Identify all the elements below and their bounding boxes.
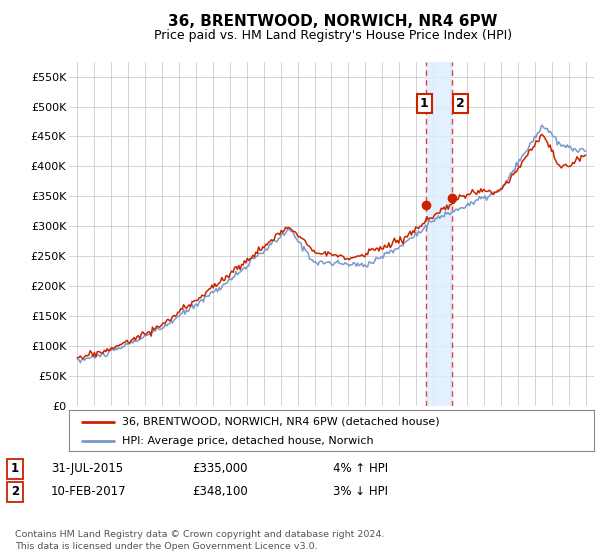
Text: 1: 1: [11, 462, 19, 475]
Text: Contains HM Land Registry data © Crown copyright and database right 2024.
This d: Contains HM Land Registry data © Crown c…: [15, 530, 385, 551]
Text: 31-JUL-2015: 31-JUL-2015: [51, 462, 123, 475]
Text: 2: 2: [11, 485, 19, 498]
Bar: [426, 62, 452, 406]
Text: 36, BRENTWOOD, NORWICH, NR4 6PW (detached house): 36, BRENTWOOD, NORWICH, NR4 6PW (detache…: [121, 417, 439, 427]
Text: £348,100: £348,100: [192, 485, 248, 498]
Text: £335,000: £335,000: [192, 462, 248, 475]
Text: 36, BRENTWOOD, NORWICH, NR4 6PW: 36, BRENTWOOD, NORWICH, NR4 6PW: [168, 14, 498, 29]
Text: Price paid vs. HM Land Registry's House Price Index (HPI): Price paid vs. HM Land Registry's House …: [154, 29, 512, 43]
Text: 2: 2: [456, 97, 465, 110]
Text: 1: 1: [420, 97, 428, 110]
Text: HPI: Average price, detached house, Norwich: HPI: Average price, detached house, Norw…: [121, 436, 373, 446]
Text: 10-FEB-2017: 10-FEB-2017: [51, 485, 127, 498]
Text: 3% ↓ HPI: 3% ↓ HPI: [333, 485, 388, 498]
Text: 4% ↑ HPI: 4% ↑ HPI: [333, 462, 388, 475]
